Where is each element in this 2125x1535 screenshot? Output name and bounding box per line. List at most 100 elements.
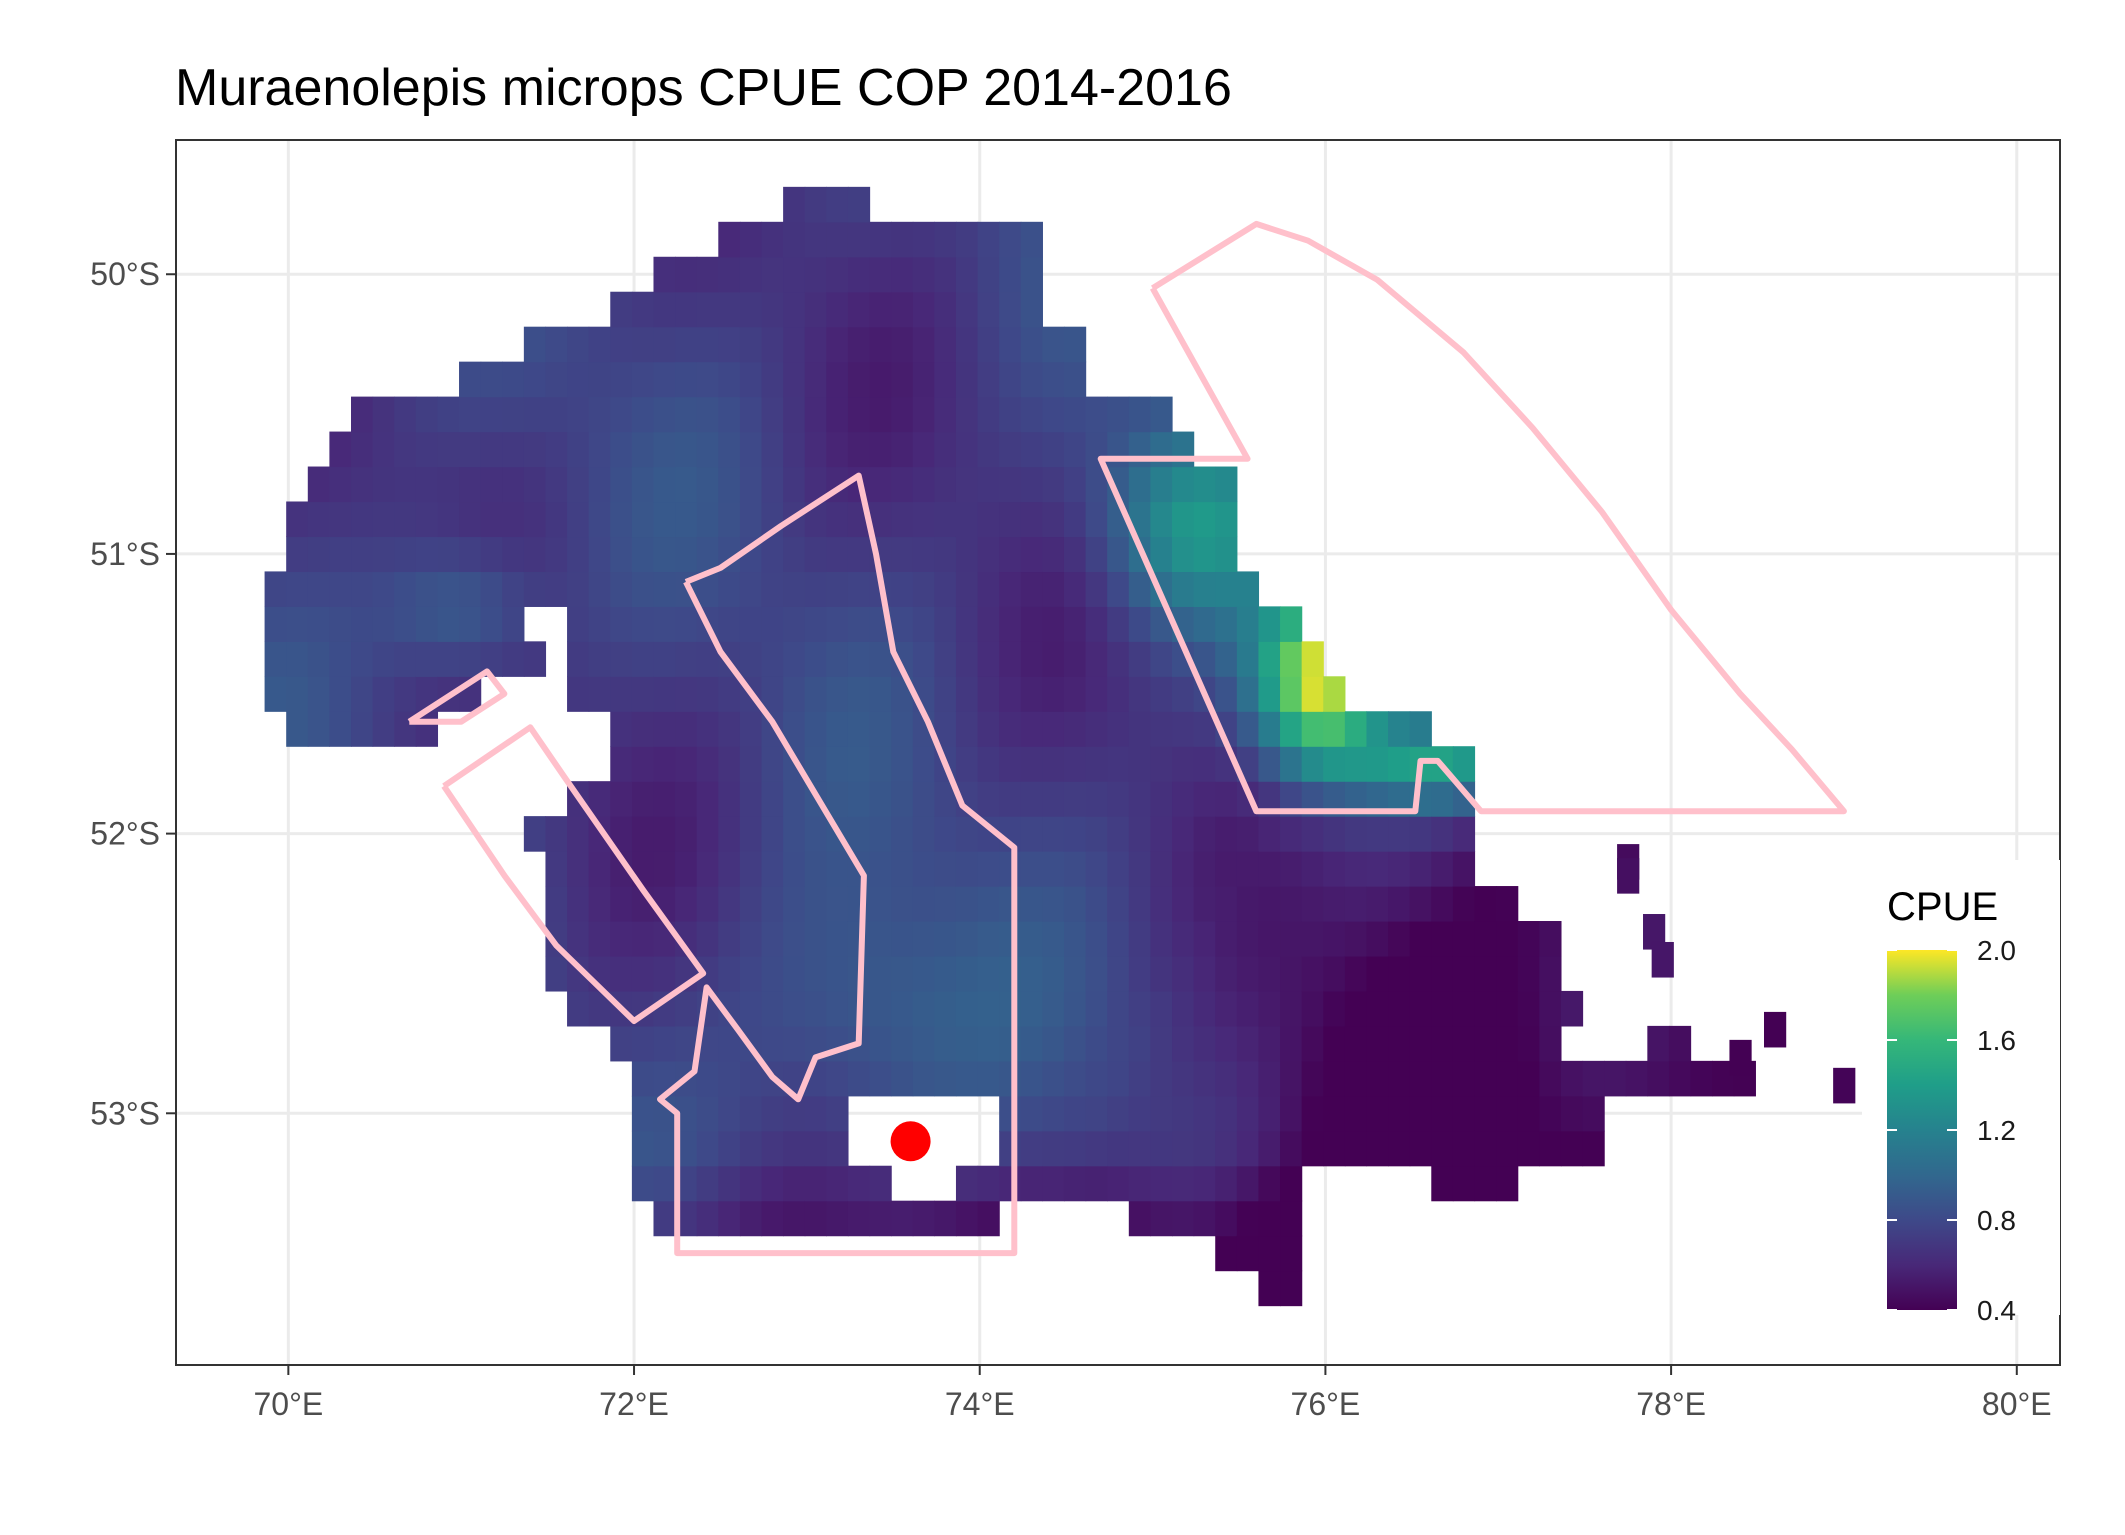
cpue-cell: [718, 501, 741, 538]
cpue-cell: [1107, 396, 1130, 433]
cpue-cell: [1236, 1095, 1260, 1132]
cpue-cell: [1539, 1095, 1562, 1132]
cpue-cell: [1215, 676, 1238, 712]
cpue-cell: [912, 990, 935, 1027]
cpue-cell: [826, 221, 849, 258]
cpue-cell: [977, 921, 1000, 957]
cpue-cell: [826, 746, 849, 782]
cpue-cell: [653, 256, 676, 293]
cpue-cell: [1020, 1025, 1043, 1062]
cpue-cell: [329, 501, 352, 538]
cpue-cell: [783, 431, 806, 468]
cpue-cell: [761, 606, 784, 642]
cpue-cell: [826, 431, 849, 468]
cpue-cell: [783, 990, 806, 1027]
cpue-cell: [631, 816, 655, 852]
cpue-cell: [675, 711, 698, 747]
cpue-cell: [891, 1060, 914, 1097]
cpue-cell: [1452, 816, 1476, 852]
cpue-cell: [718, 221, 741, 258]
cpue-cell: [545, 431, 568, 468]
cpue-cell: [372, 466, 395, 503]
cpue-cell: [545, 396, 568, 433]
cpue-cell: [1366, 746, 1389, 782]
cpue-cell: [437, 571, 460, 607]
cpue-cell: [977, 466, 1000, 503]
cpue-cell: [1236, 1165, 1260, 1202]
cpue-cell: [1301, 1130, 1324, 1167]
cpue-cell: [1215, 1095, 1238, 1132]
cpue-cell: [826, 291, 849, 328]
cpue-cell: [1150, 641, 1173, 677]
cpue-cell: [1020, 431, 1043, 468]
cpue-cell: [783, 851, 806, 887]
cpue-cell: [1452, 1165, 1476, 1202]
cpue-cell: [1323, 781, 1346, 817]
cpue-cell: [869, 641, 892, 677]
cpue-cell: [955, 816, 979, 852]
cpue-cell: [653, 1025, 676, 1062]
cpue-cell: [1172, 1130, 1195, 1167]
cpue-cell: [372, 571, 395, 607]
cpue-cell: [1344, 851, 1368, 887]
cpue-cell: [869, 396, 892, 433]
cpue-cell: [1215, 990, 1238, 1027]
cpue-cell: [826, 571, 849, 607]
cpue-cell: [1063, 396, 1087, 433]
cpue-cell: [1128, 1200, 1152, 1237]
cpue-cell: [783, 291, 806, 328]
cpue-cell: [1193, 1165, 1216, 1202]
cpue-cell: [588, 886, 611, 922]
cpue-cell: [286, 536, 309, 573]
cpue-cell: [1560, 990, 1584, 1027]
cpue-cell: [1042, 1165, 1065, 1202]
cpue-cell: [912, 886, 935, 922]
cpue-cell: [437, 466, 460, 503]
cpue-cell: [1020, 256, 1043, 293]
cpue-cell: [912, 396, 935, 433]
cpue-cell: [1215, 886, 1238, 922]
cpue-cell: [675, 256, 698, 293]
cpue-cell: [567, 606, 590, 642]
cpue-cell: [869, 291, 892, 328]
cpue-cell: [1107, 1130, 1130, 1167]
cpue-cell: [955, 221, 979, 258]
cpue-cell: [1172, 990, 1195, 1027]
cpue-cell: [567, 676, 590, 712]
cpue-cell: [1409, 1025, 1432, 1062]
cpue-cell: [1063, 851, 1087, 887]
cpue-cell: [1517, 1060, 1540, 1097]
cpue-cell: [847, 816, 871, 852]
cpue-cell: [1517, 990, 1540, 1027]
cpue-cell: [1193, 571, 1216, 607]
cpue-cell: [286, 711, 309, 747]
cpue-cell: [869, 781, 892, 817]
cpue-cell: [1474, 1025, 1497, 1062]
cpue-cell: [891, 326, 914, 363]
cpue-cell: [1496, 1025, 1519, 1062]
cpue-cell: [1431, 990, 1454, 1027]
cpue-cell: [459, 606, 482, 642]
cpue-cell: [351, 466, 374, 503]
cpue-cell: [955, 921, 979, 957]
cpue-cell: [1215, 501, 1238, 538]
cpue-cell: [1128, 711, 1152, 747]
cpue-cell: [567, 641, 590, 677]
cpue-cell: [1150, 746, 1173, 782]
cpue-cell: [372, 606, 395, 642]
cpue-cell: [567, 501, 590, 538]
cpue-cell: [502, 536, 525, 573]
cpue-cell: [955, 361, 979, 398]
cpue-cell: [1474, 990, 1497, 1027]
cpue-cell: [1042, 816, 1065, 852]
cpue-cell: [1236, 990, 1260, 1027]
cpue-cell: [437, 606, 460, 642]
cpue-cell: [1582, 1130, 1605, 1167]
cpue-cell: [912, 431, 935, 468]
boundary-polygon: [657, 472, 1018, 1257]
cpue-cell: [1085, 1165, 1108, 1202]
cpue-cell: [675, 326, 698, 363]
cpue-cell: [1258, 1270, 1281, 1307]
cpue-cell: [977, 1060, 1000, 1097]
cpue-cell: [912, 781, 935, 817]
